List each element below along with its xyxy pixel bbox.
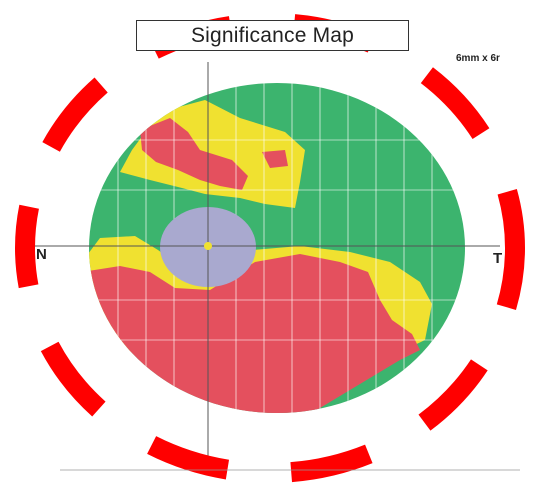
outside-normal-region-inferior [89, 254, 420, 413]
scan-size-label: 6mm x 6r [456, 53, 500, 64]
map-title: Significance Map [136, 20, 409, 51]
outside-normal-region-superior [140, 118, 248, 190]
outside-normal-region-superior-small [262, 150, 288, 168]
nasal-label: N [36, 246, 47, 263]
annotation-ring [15, 13, 525, 483]
scan-lines [89, 139, 465, 341]
significance-map [89, 83, 465, 413]
map-title-text: Significance Map [190, 23, 355, 47]
center-marker [204, 242, 212, 250]
temporal-label: T [493, 250, 503, 267]
